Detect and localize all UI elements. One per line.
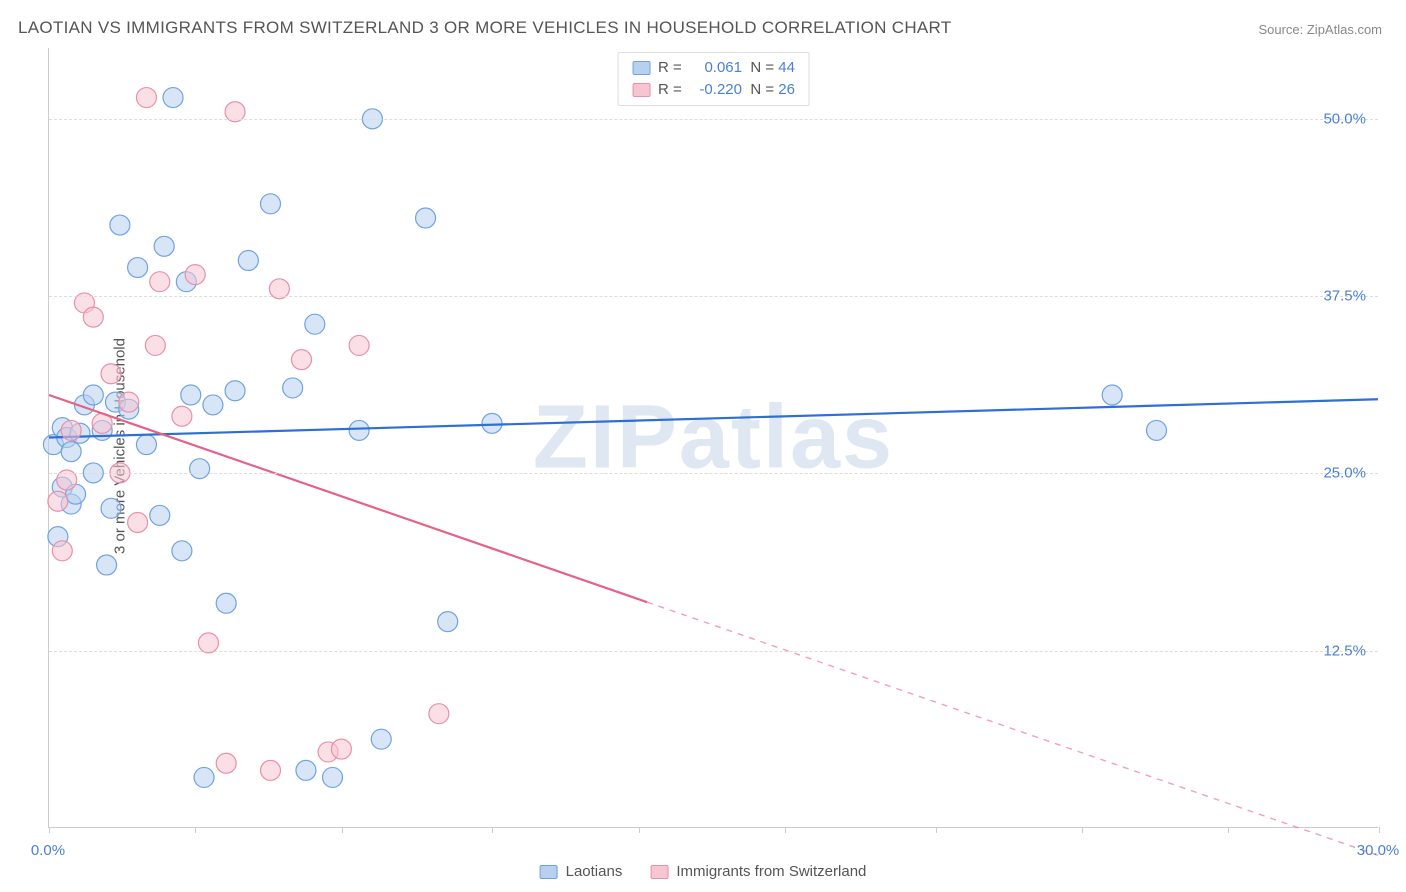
data-point (136, 435, 156, 455)
data-point (283, 378, 303, 398)
gridline (49, 296, 1378, 297)
x-tick (785, 827, 786, 833)
data-point (225, 381, 245, 401)
series-legend: Laotians Immigrants from Switzerland (540, 863, 867, 880)
data-point (296, 760, 316, 780)
data-point (101, 498, 121, 518)
data-point (61, 442, 81, 462)
data-point (83, 307, 103, 327)
data-point (323, 767, 343, 787)
data-point (1147, 420, 1167, 440)
legend-item: Immigrants from Switzerland (650, 863, 866, 880)
data-point (238, 250, 258, 270)
legend-swatch (650, 865, 668, 879)
legend-stats: R = 0.061 N = 44 (658, 57, 795, 79)
data-point (216, 753, 236, 773)
data-point (261, 194, 281, 214)
legend-row: R = -0.220 N = 26 (632, 79, 795, 101)
data-point (349, 420, 369, 440)
data-point (305, 314, 325, 334)
plot-area: ZIPatlas R = 0.061 N = 44R = -0.220 N = … (48, 48, 1378, 828)
x-tick (639, 827, 640, 833)
gridline (49, 651, 1378, 652)
legend-swatch (540, 865, 558, 879)
data-point (83, 385, 103, 405)
legend-swatch (632, 83, 650, 97)
data-point (261, 760, 281, 780)
legend-swatch (632, 61, 650, 75)
data-point (110, 215, 130, 235)
x-tick-label: 30.0% (1357, 842, 1400, 859)
data-point (48, 491, 68, 511)
data-point (163, 88, 183, 108)
x-tick (195, 827, 196, 833)
legend-label: Immigrants from Switzerland (676, 863, 866, 880)
data-point (150, 505, 170, 525)
data-point (172, 406, 192, 426)
gridline (49, 473, 1378, 474)
data-point (145, 335, 165, 355)
x-tick (1379, 827, 1380, 833)
data-point (482, 413, 502, 433)
x-tick (492, 827, 493, 833)
legend-label: Laotians (566, 863, 623, 880)
data-point (136, 88, 156, 108)
source-attribution: Source: ZipAtlas.com (1258, 22, 1382, 37)
data-point (181, 385, 201, 405)
trend-line-dashed (647, 602, 1378, 855)
data-point (150, 272, 170, 292)
data-point (128, 258, 148, 278)
y-tick-label: 37.5% (1323, 288, 1366, 305)
data-point (371, 729, 391, 749)
legend-row: R = 0.061 N = 44 (632, 57, 795, 79)
y-tick-label: 12.5% (1323, 642, 1366, 659)
data-point (128, 512, 148, 532)
data-point (194, 767, 214, 787)
data-point (429, 704, 449, 724)
x-tick (49, 827, 50, 833)
legend-item: Laotians (540, 863, 623, 880)
data-point (185, 265, 205, 285)
x-tick (1082, 827, 1083, 833)
chart-title: LAOTIAN VS IMMIGRANTS FROM SWITZERLAND 3… (18, 18, 952, 38)
data-point (438, 612, 458, 632)
data-point (97, 555, 117, 575)
legend-stats: R = -0.220 N = 26 (658, 79, 795, 101)
correlation-legend: R = 0.061 N = 44R = -0.220 N = 26 (617, 52, 810, 106)
data-point (216, 593, 236, 613)
scatter-plot-svg (49, 48, 1378, 827)
data-point (331, 739, 351, 759)
x-tick (342, 827, 343, 833)
x-tick (1228, 827, 1229, 833)
data-point (101, 364, 121, 384)
data-point (203, 395, 223, 415)
x-tick-label: 0.0% (31, 842, 65, 859)
trend-line (49, 399, 1378, 437)
gridline (49, 119, 1378, 120)
data-point (416, 208, 436, 228)
data-point (1102, 385, 1122, 405)
data-point (119, 392, 139, 412)
x-tick (936, 827, 937, 833)
y-tick-label: 25.0% (1323, 465, 1366, 482)
data-point (61, 420, 81, 440)
data-point (154, 236, 174, 256)
data-point (349, 335, 369, 355)
data-point (52, 541, 72, 561)
data-point (292, 350, 312, 370)
chart-container: LAOTIAN VS IMMIGRANTS FROM SWITZERLAND 3… (0, 0, 1406, 892)
y-tick-label: 50.0% (1323, 110, 1366, 127)
data-point (172, 541, 192, 561)
trend-line (49, 395, 647, 602)
data-point (190, 459, 210, 479)
